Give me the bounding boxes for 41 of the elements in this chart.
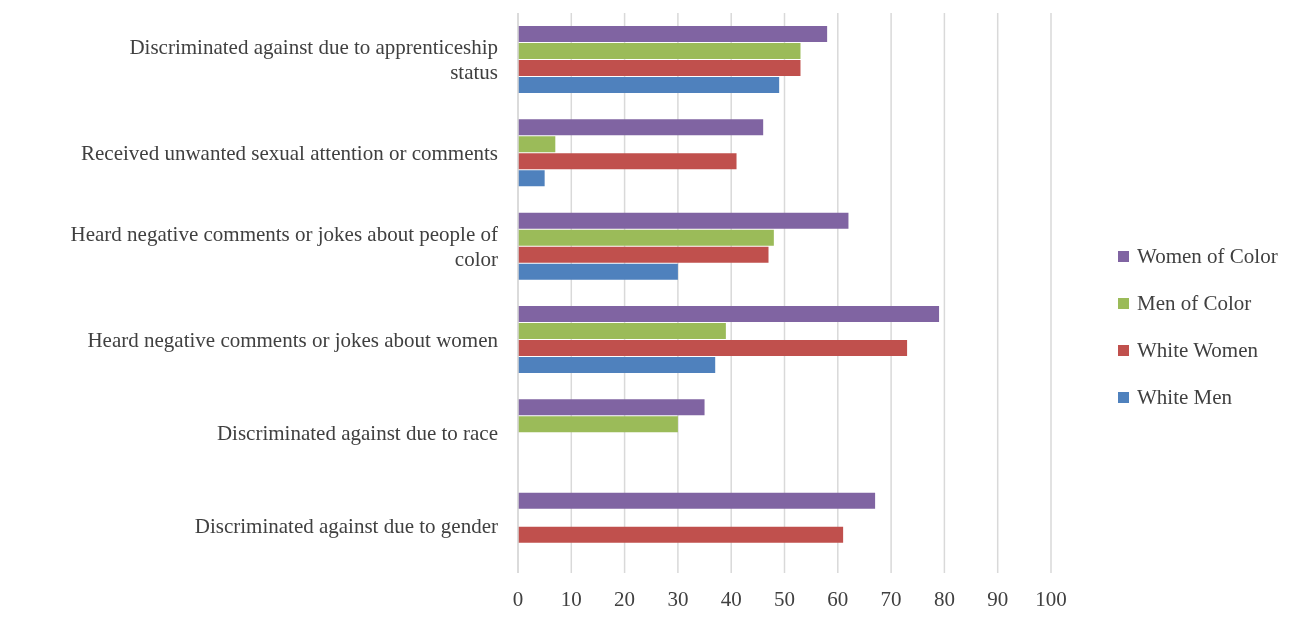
bar [518, 306, 940, 322]
bar [518, 340, 908, 356]
bar [518, 212, 849, 229]
bar [518, 77, 780, 93]
legend-label: White Men [1137, 385, 1233, 410]
x-tick-label: 20 [614, 586, 636, 611]
x-tick-label: 70 [880, 586, 902, 611]
bar [518, 43, 801, 59]
x-tick-label: 60 [827, 586, 849, 611]
x-tick-label: 10 [560, 586, 582, 611]
x-tick-label: 30 [667, 586, 689, 611]
legend-label: Men of Color [1137, 291, 1252, 316]
bar [518, 357, 716, 373]
x-tick-label: 100 [1035, 586, 1067, 611]
bar [518, 136, 556, 153]
bar [518, 416, 678, 433]
y-tick-label: Discriminated against due to apprenticeship status [129, 35, 498, 85]
bar [518, 526, 844, 543]
x-tick-label: 40 [720, 586, 742, 611]
bar [518, 60, 801, 76]
legend-label: White Women [1137, 338, 1258, 363]
bar [518, 153, 737, 170]
y-tick-label: Discriminated against due to race [216, 421, 498, 445]
x-tick-label: 0 [512, 586, 524, 611]
y-tick-label: Received unwanted sexual attention or comments [81, 141, 498, 165]
bar [518, 119, 764, 136]
bar [518, 26, 828, 42]
bar [518, 323, 726, 339]
bar [518, 399, 705, 416]
bar [518, 492, 876, 509]
y-tick-label: Discriminated against due to gender [194, 514, 498, 539]
bar [518, 170, 545, 187]
x-tick-label: 50 [774, 586, 795, 611]
legend-label: Women of Color [1137, 244, 1278, 269]
bar [518, 229, 774, 246]
y-tick-label: Heard negative comments or jokes about women [87, 327, 499, 352]
y-tick-label: Heard negative comments or jokes about people of color [70, 221, 498, 271]
x-tick-label: 90 [987, 586, 1009, 611]
bar [518, 246, 769, 263]
x-tick-label: 80 [933, 586, 955, 611]
bar [518, 263, 678, 280]
